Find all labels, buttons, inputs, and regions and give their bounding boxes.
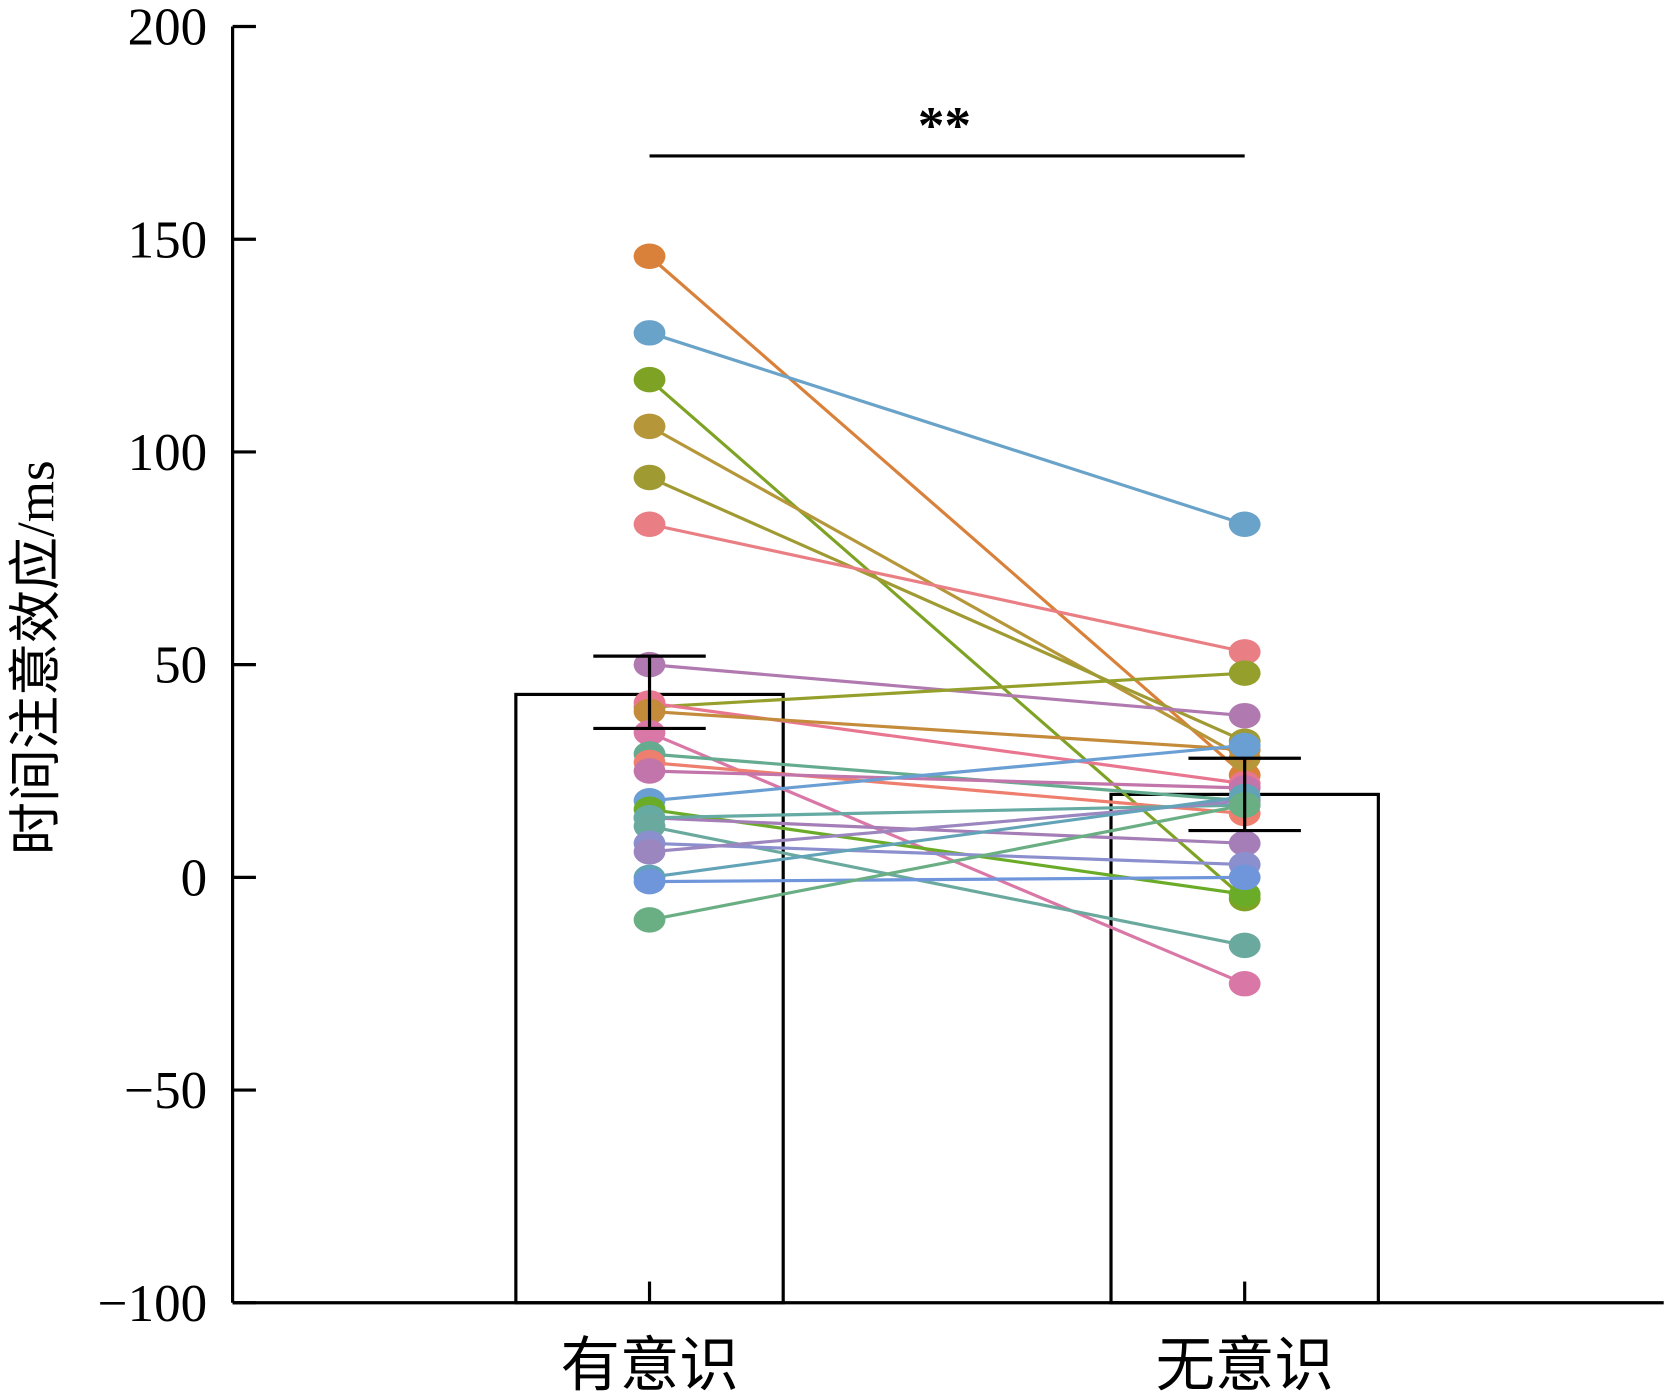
- subject-line-4: [648, 476, 1246, 743]
- subject-point-22-1: [1228, 864, 1261, 891]
- subject-line-9: [649, 709, 1245, 752]
- subject-line-11: [649, 752, 1245, 803]
- y-tick-label-0: −100: [98, 1275, 207, 1333]
- subject-line-22: [649, 875, 1245, 884]
- bar-0: [514, 692, 785, 1305]
- y-tick-label-2: 0: [181, 849, 208, 907]
- subject-point-16-1: [1228, 830, 1261, 857]
- subject-point-5-1: [1228, 639, 1261, 665]
- x-tick-label-unconscious: 无意识: [1156, 1333, 1334, 1394]
- subject-point-4-0: [633, 464, 666, 491]
- y-axis-label: 时间注意效应/ms: [7, 460, 65, 855]
- subject-line-0: [648, 255, 1246, 777]
- x-tick-label-conscious: 有意识: [560, 1333, 738, 1394]
- subject-point-23-0: [633, 907, 666, 933]
- subject-point-0-0: [633, 243, 666, 269]
- y-tick-label-4: 100: [128, 424, 208, 482]
- subject-line-19: [649, 841, 1245, 867]
- subject-line-23: [649, 803, 1245, 922]
- subject-point-14-1: [1228, 732, 1261, 759]
- subject-line-13: [649, 769, 1245, 790]
- subject-point-2-0: [633, 366, 666, 393]
- subject-point-22-0: [633, 868, 666, 895]
- subject-line-3: [648, 425, 1246, 760]
- y-tick-label-6: 200: [128, 0, 208, 57]
- y-tick-label-3: 50: [154, 637, 207, 695]
- subject-line-21: [649, 794, 1245, 879]
- subject-line-2: [648, 378, 1246, 900]
- subject-line-12: [649, 760, 1245, 816]
- subject-line-14: [649, 743, 1245, 803]
- subject-point-1-1: [1228, 511, 1261, 537]
- subject-line-1: [649, 331, 1246, 526]
- subject-line-5: [649, 522, 1246, 654]
- subject-point-1-0: [633, 320, 666, 346]
- subject-point-13-0: [633, 758, 666, 784]
- subject-point-10-0: [633, 719, 666, 746]
- subject-point-18-1: [1228, 932, 1261, 959]
- subject-line-16: [649, 816, 1245, 845]
- subject-point-10-1: [1228, 970, 1261, 997]
- subject-point-20-0: [633, 839, 666, 865]
- subject-point-3-0: [633, 413, 666, 440]
- subject-line-7: [649, 671, 1245, 709]
- subject-point-5-0: [633, 511, 666, 537]
- subject-line-17: [649, 803, 1245, 820]
- subject-point-7-1: [1228, 660, 1261, 686]
- significance-label: **: [918, 97, 971, 155]
- y-tick-label-5: 150: [128, 211, 208, 269]
- subject-point-6-1: [1228, 702, 1261, 729]
- y-tick-label-1: −50: [124, 1062, 207, 1120]
